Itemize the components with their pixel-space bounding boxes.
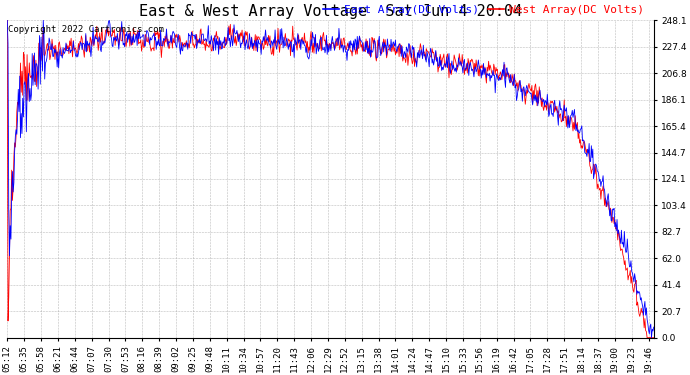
Text: Copyright 2022 Cartronics.com: Copyright 2022 Cartronics.com	[8, 25, 164, 34]
Legend: East Array(DC Volts), West Array(DC Volts): East Array(DC Volts), West Array(DC Volt…	[318, 0, 648, 20]
Title: East & West Array Voltage  Sat Jun 4 20:04: East & West Array Voltage Sat Jun 4 20:0…	[139, 4, 522, 19]
